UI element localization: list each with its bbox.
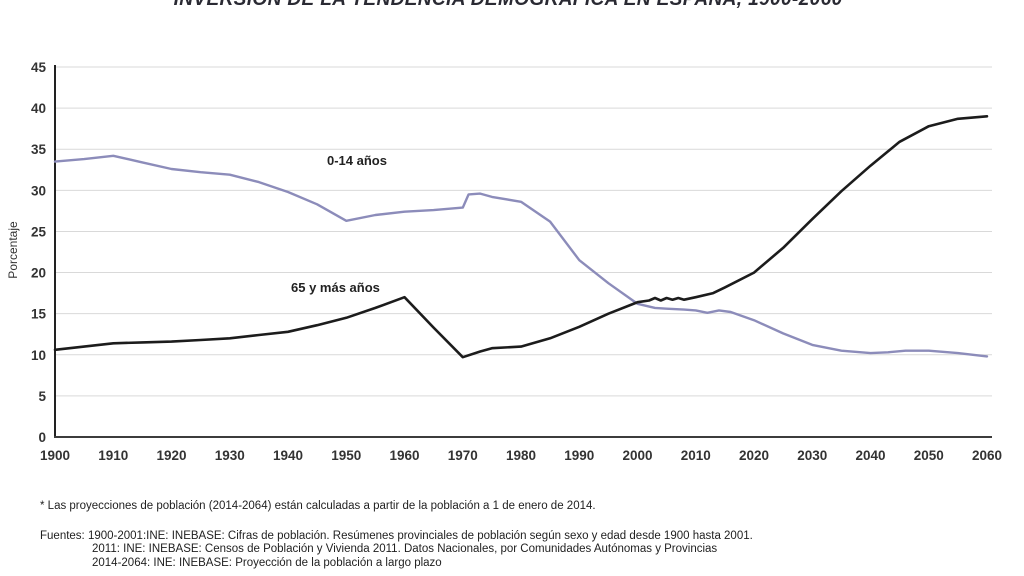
x-tick-2050: 2050 [914, 448, 944, 463]
y-tick-40: 40 [31, 101, 46, 116]
sources-line-2: 2011: INE: INEBASE: Censos de Población … [92, 543, 718, 556]
x-tick-1910: 1910 [98, 448, 128, 463]
x-tick-1950: 1950 [331, 448, 361, 463]
chart-title: INVERSIÓN DE LA TENDENCIA DEMOGRÁFICA EN… [0, 0, 1024, 11]
x-tick-2030: 2030 [797, 448, 827, 463]
y-tick-15: 15 [31, 307, 47, 322]
demographics-line-chart: 0 5 10 15 20 25 30 35 40 45 1900 1910 1920 1930 1940 19… [31, 60, 1002, 463]
projection-footnote: * Las proyecciones de población (2014-20… [40, 500, 596, 512]
sources-line-1: Fuentes: 1900-2001:INE: INEBASE: Cifras … [40, 530, 753, 542]
y-tick-30: 30 [31, 183, 46, 198]
y-tick-0: 0 [38, 430, 46, 445]
y-tick-5: 5 [38, 389, 46, 404]
x-tick-1980: 1980 [506, 448, 536, 463]
sources-line-3: 2014-2064: INE: INEBASE: Proyección de l… [92, 556, 442, 569]
x-tick-2000: 2000 [622, 448, 652, 463]
x-tick-1990: 1990 [564, 448, 594, 463]
series-label-65-plus: 65 y más años [291, 280, 380, 295]
y-tick-35: 35 [31, 142, 47, 157]
x-tick-2010: 2010 [681, 448, 711, 463]
y-tick-10: 10 [31, 348, 46, 363]
x-tick-1900: 1900 [40, 448, 70, 463]
x-tick-1960: 1960 [389, 448, 419, 463]
sources-block: Fuentes: 1900-2001:INE: INEBASE: Cifras … [40, 530, 753, 570]
x-tick-1970: 1970 [448, 448, 478, 463]
series-line-65-plus [53, 115, 989, 359]
series-line-0-14 [53, 154, 989, 358]
y-axis-label: Porcentaje [6, 221, 20, 279]
y-tick-20: 20 [31, 266, 46, 281]
x-tick-1930: 1930 [215, 448, 245, 463]
x-tick-1920: 1920 [156, 448, 186, 463]
x-tick-2020: 2020 [739, 448, 769, 463]
y-tick-45: 45 [31, 60, 47, 75]
x-tick-2040: 2040 [855, 448, 885, 463]
y-tick-25: 25 [31, 224, 47, 239]
series-label-0-14: 0-14 años [327, 153, 387, 168]
x-tick-2060: 2060 [972, 448, 1002, 463]
x-tick-1940: 1940 [273, 448, 303, 463]
